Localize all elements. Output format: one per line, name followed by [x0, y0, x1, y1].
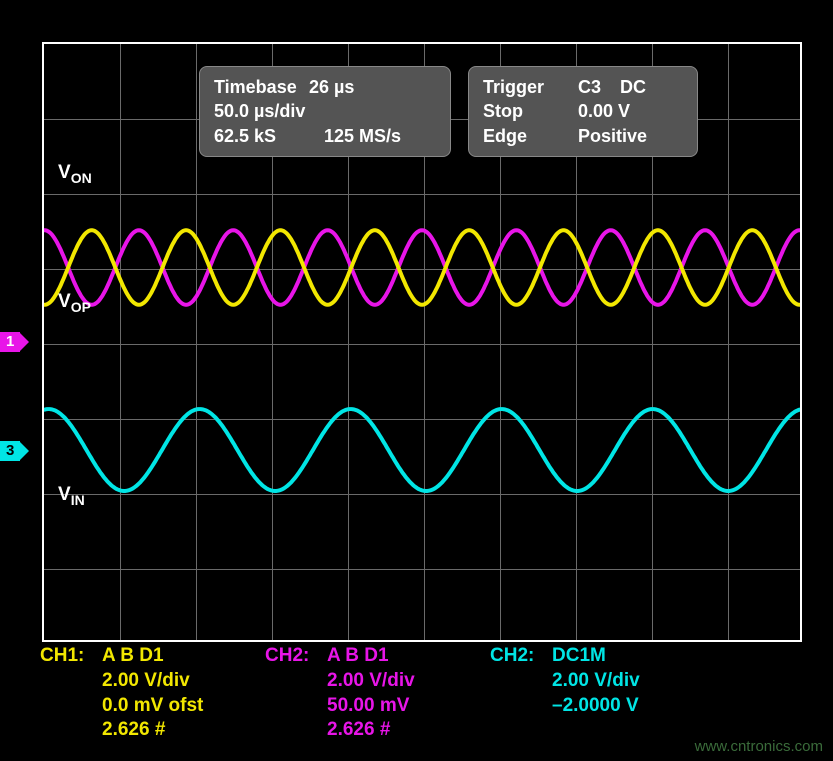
ch2b-scale: 2.00 V/div — [552, 669, 640, 694]
trigger-coupling: DC — [620, 75, 646, 99]
timebase-rate: 125 MS/s — [324, 124, 401, 148]
ch2a-mode: A B D1 — [327, 644, 389, 669]
timebase-samples: 62.5 kS — [214, 124, 324, 148]
ch1-mode: A B D1 — [102, 644, 164, 669]
ch2a-scale: 2.00 V/div — [327, 669, 415, 694]
timebase-value: 26 µs — [309, 75, 354, 99]
trigger-type: Edge — [483, 124, 578, 148]
vin-label: VIN — [58, 484, 85, 508]
trigger-label: Trigger — [483, 75, 578, 99]
ch1-label: CH1: — [40, 644, 102, 669]
trigger-level: 0.00 V — [578, 99, 630, 123]
ch1-scale: 2.00 V/div — [102, 669, 190, 694]
von-label: VON — [58, 162, 92, 186]
trigger-mode: Stop — [483, 99, 578, 123]
ch2b-info: CH2:DC1M 2.00 V/div –2.0000 V — [490, 644, 715, 743]
ch2b-mode: DC1M — [552, 644, 606, 669]
channel-marker-1: 1 — [0, 332, 20, 352]
oscilloscope-screen: Timebase 26 µs 50.0 µs/div 62.5 kS 125 M… — [42, 42, 802, 642]
ch2a-offset: 50.00 mV — [327, 694, 409, 719]
timebase-div: 50.0 µs/div — [214, 99, 436, 123]
vop-label: VOP — [58, 291, 91, 315]
ch2b-label: CH2: — [490, 644, 552, 669]
channel-marker-3: 3 — [0, 441, 20, 461]
trigger-source: C3 — [578, 75, 620, 99]
timebase-panel: Timebase 26 µs 50.0 µs/div 62.5 kS 125 M… — [199, 66, 451, 157]
ch1-value: 2.626 # — [102, 718, 165, 743]
marker-3-text: 3 — [6, 442, 14, 459]
trigger-slope: Positive — [578, 124, 647, 148]
watermark-text: www.cntronics.com — [695, 738, 823, 755]
ch2a-value: 2.626 # — [327, 718, 390, 743]
ch2a-info: CH2:A B D1 2.00 V/div 50.00 mV 2.626 # — [265, 644, 490, 743]
ch2a-label: CH2: — [265, 644, 327, 669]
ch2b-offset: –2.0000 V — [552, 694, 639, 719]
marker-1-text: 1 — [6, 333, 14, 350]
trigger-panel: Trigger C3 DC Stop 0.00 V Edge Positive — [468, 66, 698, 157]
ch1-info: CH1:A B D1 2.00 V/div 0.0 mV ofst 2.626 … — [40, 644, 265, 743]
timebase-label: Timebase — [214, 75, 309, 99]
ch1-offset: 0.0 mV ofst — [102, 694, 203, 719]
channel-info-bar: CH1:A B D1 2.00 V/div 0.0 mV ofst 2.626 … — [0, 644, 833, 743]
